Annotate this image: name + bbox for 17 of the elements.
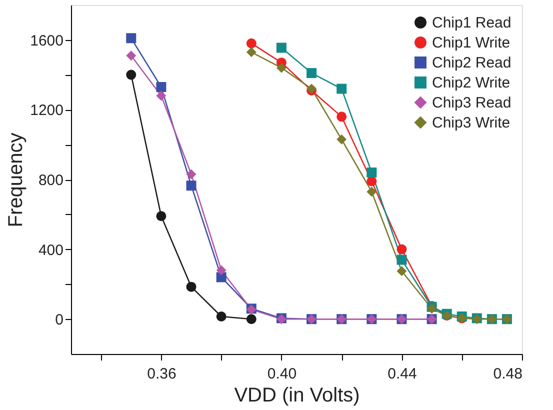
y-axis-title: Frequency <box>5 132 28 228</box>
legend-label: Chip2 Read <box>432 54 512 72</box>
x-tick-label: 0.40 <box>267 366 297 382</box>
x-axis-title: VDD (in Volts) <box>234 384 360 406</box>
legend-label: Chip3 Write <box>432 114 510 132</box>
legend-label: Chip3 Read <box>432 94 512 112</box>
y-tick-label: 1200 <box>30 102 64 120</box>
x-tick-label: 0.36 <box>147 366 176 382</box>
x-tick-label: 0.44 <box>388 366 417 382</box>
y-tick-label: 400 <box>38 242 64 259</box>
y-tick-label: 1600 <box>30 32 64 50</box>
legend-label: Chip1 Read <box>432 14 512 32</box>
x-tick-label: 0.48 <box>493 366 522 382</box>
legend-label: Chip2 Write <box>432 74 510 92</box>
y-tick-label: 800 <box>38 172 64 189</box>
y-tick-label: 0 <box>55 312 64 329</box>
legend-label: Chip1 Write <box>432 34 510 52</box>
